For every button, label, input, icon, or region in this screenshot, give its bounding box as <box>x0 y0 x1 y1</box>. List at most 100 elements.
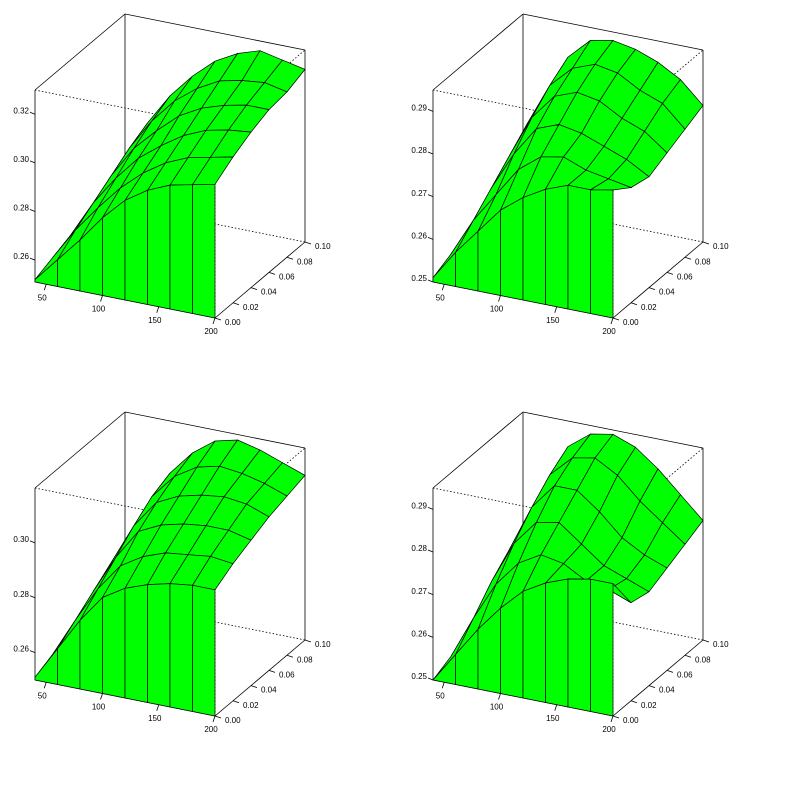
z-tick-label: 0.26 <box>411 231 427 240</box>
box-edge <box>34 487 216 525</box>
surface-skirt <box>147 583 171 708</box>
z-tick-label: 0.29 <box>411 103 427 112</box>
y-tick-label: 0.04 <box>659 288 675 297</box>
x-tick <box>610 317 614 325</box>
y-tick-label: 0.02 <box>243 303 259 312</box>
box-edge <box>522 411 704 449</box>
y-tick <box>304 241 312 245</box>
z-tick-label: 0.29 <box>411 501 427 510</box>
box-edge <box>522 13 704 51</box>
surface-panel: 50 100 150 200 0.000.020.040.060.080.10 0.26 0… <box>13 411 331 734</box>
x-tick-label: 100 <box>92 703 106 712</box>
z-tick <box>427 151 434 155</box>
y-tick-label: 0.06 <box>279 671 295 680</box>
x-tick-label: 150 <box>546 714 560 723</box>
x-tick-label: 150 <box>148 714 162 723</box>
box-edge <box>34 13 126 91</box>
y-tick <box>250 685 258 688</box>
x-tick-label: 200 <box>204 725 218 734</box>
surface-panel: 50 100 150 200 0.000.020.040.060.080.10 0.25 0… <box>411 411 729 734</box>
y-tick <box>268 670 276 673</box>
y-tick-label: 0.04 <box>261 288 277 297</box>
x-tick <box>100 693 103 700</box>
z-tick <box>427 677 434 681</box>
x-tick-label: 200 <box>204 327 218 336</box>
surface-panel: 50 100 150 200 0.000.020.040.060.080.10 0.25 0… <box>411 13 729 336</box>
surface-skirt <box>169 583 193 712</box>
y-tick <box>232 700 240 704</box>
y-tick-label: 0.00 <box>623 716 639 725</box>
y-tick <box>612 317 620 321</box>
z-tick-label: 0.27 <box>411 587 427 596</box>
y-tick-label: 0.02 <box>641 701 657 710</box>
z-tick-label: 0.26 <box>13 252 29 261</box>
x-tick <box>441 682 445 689</box>
z-tick-label: 0.27 <box>411 189 427 198</box>
x-tick-label: 50 <box>436 293 445 302</box>
surface-skirt <box>169 184 193 314</box>
z-tick <box>427 194 434 198</box>
y-tick <box>648 685 656 688</box>
y-tick <box>684 654 692 658</box>
surface-skirt <box>192 584 216 717</box>
box-edge <box>612 49 704 127</box>
box-edge <box>214 447 306 525</box>
box-edge <box>124 411 306 449</box>
z-tick-label: 0.26 <box>13 645 29 654</box>
z-tick-label: 0.30 <box>13 155 29 164</box>
z-tick <box>29 111 36 115</box>
z-tick <box>29 209 36 212</box>
surface-skirt <box>500 590 524 699</box>
z-tick <box>29 595 36 599</box>
surface-skirt <box>545 184 569 310</box>
box-edge <box>214 49 306 127</box>
y-tick-label: 0.02 <box>243 701 259 710</box>
box-edge <box>612 241 704 319</box>
y-tick-label: 0.00 <box>623 318 639 327</box>
x-tick <box>610 715 614 723</box>
box-edge <box>432 89 614 127</box>
surface-skirt <box>124 584 148 703</box>
z-tick-label: 0.25 <box>411 672 427 681</box>
z-tick <box>29 540 36 544</box>
x-tick <box>554 704 558 711</box>
y-tick <box>702 241 710 245</box>
surface-skirt <box>590 189 614 319</box>
z-tick-label: 0.28 <box>411 146 427 155</box>
box-edge <box>432 487 614 525</box>
surface-skirt <box>34 259 58 287</box>
x-tick <box>212 317 216 325</box>
y-tick-label: 0.08 <box>297 655 313 664</box>
surface-skirt <box>590 578 614 717</box>
y-tick <box>666 272 674 275</box>
z-tick-label: 0.26 <box>411 629 427 638</box>
z-tick <box>427 108 434 112</box>
y-tick-label: 0.00 <box>225 716 241 725</box>
x-tick <box>554 306 558 313</box>
y-tick <box>666 670 674 673</box>
box-edge <box>612 639 704 717</box>
surface-skirt <box>102 587 126 699</box>
surface-skirt <box>34 647 58 685</box>
surface-skirt <box>567 184 591 314</box>
x-tick <box>156 704 160 711</box>
y-tick-label: 0.10 <box>315 640 331 649</box>
surface-skirt <box>147 184 171 310</box>
x-tick-label: 200 <box>602 327 616 336</box>
box-edge <box>214 241 306 319</box>
y-tick-label: 0.06 <box>677 671 693 680</box>
z-tick-label: 0.28 <box>411 544 427 553</box>
box-edge <box>34 89 216 127</box>
x-tick-label: 200 <box>602 725 616 734</box>
surface-skirt <box>432 251 456 287</box>
x-tick <box>43 284 47 291</box>
x-tick-label: 100 <box>490 305 504 314</box>
surface-skirt <box>192 183 216 319</box>
x-tick <box>212 715 216 723</box>
x-tick-label: 50 <box>38 293 47 302</box>
x-tick-label: 100 <box>490 703 504 712</box>
surface-skirt <box>567 578 591 712</box>
surface-skirt <box>432 653 456 685</box>
y-tick-label: 0.04 <box>261 686 277 695</box>
